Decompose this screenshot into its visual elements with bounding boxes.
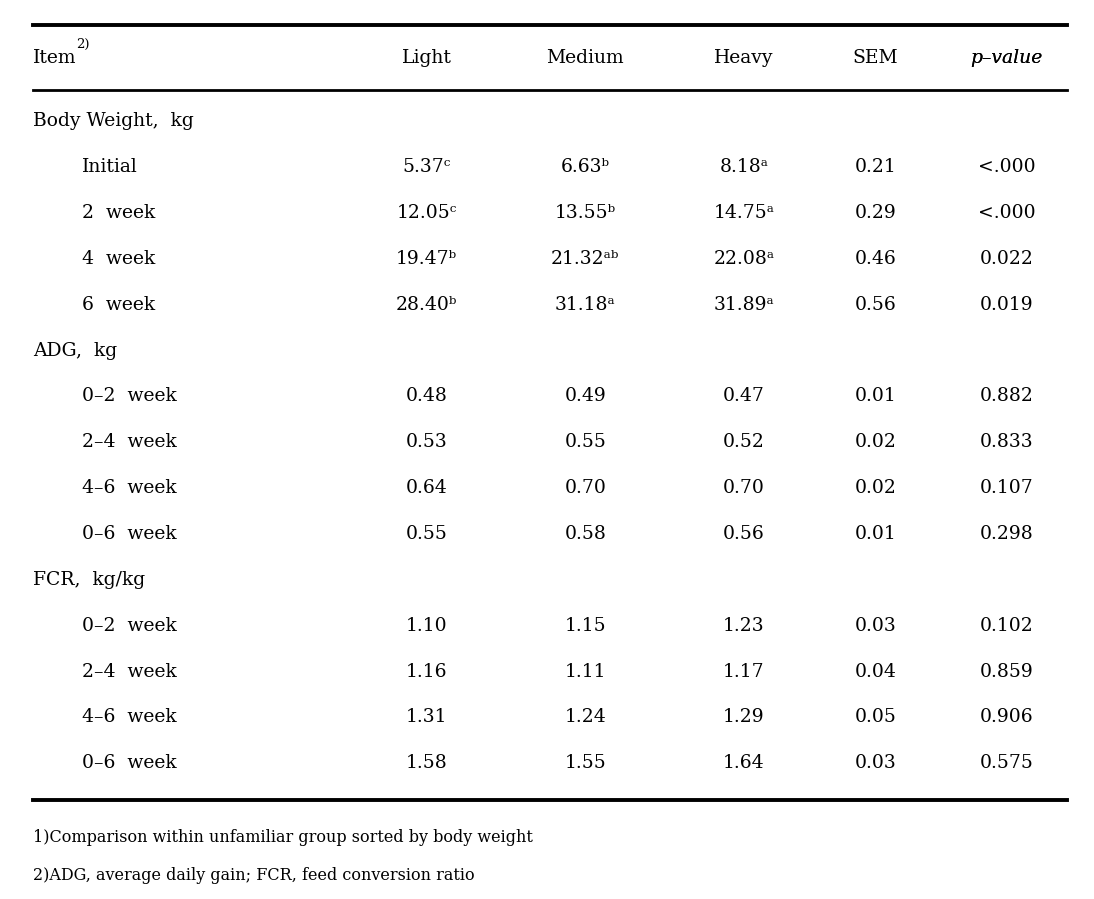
Text: 0.01: 0.01: [854, 525, 896, 543]
Text: 12.05ᶜ: 12.05ᶜ: [396, 204, 457, 222]
Text: 1.24: 1.24: [565, 708, 606, 726]
Text: 4–6  week: 4–6 week: [82, 479, 176, 497]
Text: 1.64: 1.64: [723, 754, 765, 772]
Text: 4–6  week: 4–6 week: [82, 708, 176, 726]
Text: 8.18ᵃ: 8.18ᵃ: [720, 158, 768, 176]
Text: p–value: p–value: [970, 49, 1043, 67]
Text: Heavy: Heavy: [714, 49, 773, 67]
Text: 0.70: 0.70: [565, 479, 606, 497]
Text: 1.29: 1.29: [723, 708, 765, 726]
Text: 0.64: 0.64: [406, 479, 447, 497]
Text: 21.32ᵃᵇ: 21.32ᵃᵇ: [551, 250, 619, 268]
Text: 1.11: 1.11: [565, 663, 606, 681]
Text: 14.75ᵃ: 14.75ᵃ: [713, 204, 775, 222]
Text: 0.298: 0.298: [979, 525, 1034, 543]
Text: 0.55: 0.55: [406, 525, 447, 543]
Text: <.000: <.000: [978, 158, 1035, 176]
Text: 0.859: 0.859: [979, 663, 1034, 681]
Text: 0.53: 0.53: [406, 433, 447, 451]
Text: 1.31: 1.31: [406, 708, 447, 726]
Text: ADG,  kg: ADG, kg: [33, 342, 117, 360]
Text: 0.21: 0.21: [854, 158, 896, 176]
Text: 0.29: 0.29: [854, 204, 896, 222]
Text: p–value: p–value: [970, 49, 1043, 67]
Text: 6.63ᵇ: 6.63ᵇ: [561, 158, 609, 176]
Text: 0.102: 0.102: [979, 617, 1034, 635]
Text: 0.55: 0.55: [565, 433, 606, 451]
Text: <.000: <.000: [978, 204, 1035, 222]
Text: 31.89ᵃ: 31.89ᵃ: [713, 296, 775, 314]
Text: 0.56: 0.56: [854, 296, 896, 314]
Text: 28.40ᵇ: 28.40ᵇ: [396, 296, 457, 314]
Text: 0.56: 0.56: [723, 525, 765, 543]
Text: SEM: SEM: [852, 49, 898, 67]
Text: 1)Comparison within unfamiliar group sorted by body weight: 1)Comparison within unfamiliar group sor…: [33, 829, 533, 846]
Text: 0.833: 0.833: [979, 433, 1034, 451]
Text: 0.022: 0.022: [979, 250, 1034, 268]
Text: 1.10: 1.10: [406, 617, 447, 635]
Text: 5.37ᶜ: 5.37ᶜ: [403, 158, 451, 176]
Text: 0.58: 0.58: [565, 525, 606, 543]
Text: 0.49: 0.49: [565, 387, 606, 405]
Text: 0.52: 0.52: [723, 433, 765, 451]
Text: 0–2  week: 0–2 week: [82, 617, 177, 635]
Text: 0.70: 0.70: [723, 479, 765, 497]
Text: Medium: Medium: [547, 49, 624, 67]
Text: 2–4  week: 2–4 week: [82, 433, 177, 451]
Text: 0.906: 0.906: [979, 708, 1034, 726]
Text: Light: Light: [401, 49, 452, 67]
Text: 13.55ᵇ: 13.55ᵇ: [555, 204, 616, 222]
Text: 0.02: 0.02: [854, 479, 896, 497]
Text: Item: Item: [33, 49, 77, 67]
Text: 2)ADG, average daily gain; FCR, feed conversion ratio: 2)ADG, average daily gain; FCR, feed con…: [33, 867, 475, 884]
Text: 1.23: 1.23: [723, 617, 765, 635]
Text: 0.01: 0.01: [854, 387, 896, 405]
Text: 1.17: 1.17: [723, 663, 765, 681]
Text: 1.15: 1.15: [565, 617, 606, 635]
Text: Initial: Initial: [82, 158, 138, 176]
Text: 0.03: 0.03: [854, 754, 896, 772]
Text: 2–4  week: 2–4 week: [82, 663, 177, 681]
Text: 0.107: 0.107: [979, 479, 1034, 497]
Text: 6  week: 6 week: [82, 296, 155, 314]
Text: 2  week: 2 week: [82, 204, 155, 222]
Text: 22.08ᵃ: 22.08ᵃ: [713, 250, 775, 268]
Text: Body Weight,  kg: Body Weight, kg: [33, 112, 194, 130]
Text: 0.04: 0.04: [854, 663, 896, 681]
Text: 0.02: 0.02: [854, 433, 896, 451]
Text: 0.46: 0.46: [854, 250, 896, 268]
Text: 2): 2): [77, 39, 90, 51]
Text: 1.58: 1.58: [406, 754, 447, 772]
Text: 0–6  week: 0–6 week: [82, 754, 176, 772]
Text: 4  week: 4 week: [82, 250, 155, 268]
Text: 1.55: 1.55: [565, 754, 606, 772]
Text: 0.47: 0.47: [723, 387, 765, 405]
Text: 31.18ᵃ: 31.18ᵃ: [555, 296, 616, 314]
Text: 19.47ᵇ: 19.47ᵇ: [396, 250, 457, 268]
Text: 0.03: 0.03: [854, 617, 896, 635]
Text: 0.05: 0.05: [854, 708, 896, 726]
Text: 0–6  week: 0–6 week: [82, 525, 176, 543]
Text: 0.019: 0.019: [979, 296, 1034, 314]
Text: 0.575: 0.575: [979, 754, 1034, 772]
Text: 1.16: 1.16: [406, 663, 447, 681]
Text: 0.882: 0.882: [979, 387, 1034, 405]
Text: 0.48: 0.48: [406, 387, 447, 405]
Text: 0–2  week: 0–2 week: [82, 387, 177, 405]
Text: FCR,  kg/kg: FCR, kg/kg: [33, 571, 144, 589]
